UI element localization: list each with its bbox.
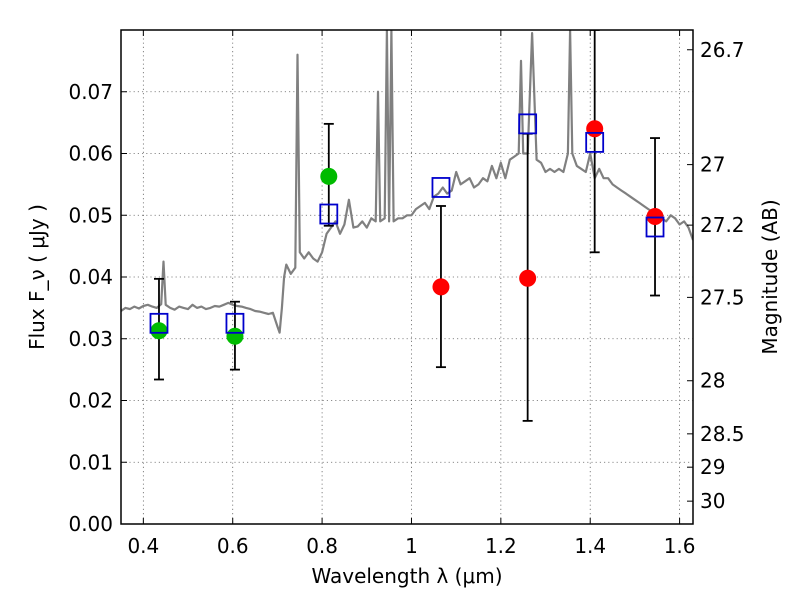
model-box-point [319,203,339,225]
model-box-point [431,177,451,198]
green-point [226,327,244,345]
y-tick-label: 0.06 [68,142,113,166]
model-box-point [225,312,245,334]
y2-tick-label: 28.5 [700,422,745,446]
y2-tick-label: 30 [700,489,725,513]
red-point [519,269,537,287]
x-tick-label: 1.2 [485,534,517,558]
x-tick-label: 0.6 [217,534,249,558]
green-point [150,322,168,340]
y2-tick-label: 29 [700,455,725,479]
x-tick-label: 0.8 [306,534,338,558]
red-point [586,120,604,138]
grid-lines [121,30,693,525]
red-point [646,207,664,225]
y2-tick-label: 27.2 [700,213,745,237]
red-point [432,278,450,296]
y-tick-label: 0.07 [68,80,113,104]
green-point [320,167,338,185]
x-tick-label: 1.4 [574,534,606,558]
x-tick-label: 1 [405,534,418,558]
y-axis-label: Flux F_ν ( μJy ) [25,204,49,350]
model-box-point [585,131,605,153]
model-box-point [149,312,169,334]
y-tick-label: 0.00 [68,512,113,536]
y-tick-label: 0.01 [68,450,113,474]
x-axis-label: Wavelength λ (μm) [311,564,502,588]
errorbar-layer [153,30,661,422]
spectrum-layer [121,30,693,334]
model-box-point [518,113,538,135]
y-tick-label: 0.05 [68,203,113,227]
model-box-point [645,216,665,238]
x-tick-label: 0.4 [127,534,159,558]
y-tick-label: 0.02 [68,389,113,413]
y2-axis-label: Magnitude (AB) [758,199,782,354]
marker-layer [149,113,665,345]
spectrum-line [121,30,693,334]
y-tick-label: 0.03 [68,327,113,351]
y2-tick-label: 27 [700,153,725,177]
y-tick-label: 0.04 [68,265,113,289]
red-errorbar [589,30,600,254]
y2-tick-label: 26.7 [700,38,745,62]
y2-tick-label: 28 [700,369,725,393]
x-tick-label: 1.6 [664,534,696,558]
ticks-layer: 0.4 0.6 0.8 1 1.2 1.4 1.6 0.00 0.01 0.02 0.03 0.04 0… [68,30,745,558]
y2-tick-label: 27.5 [700,285,745,309]
